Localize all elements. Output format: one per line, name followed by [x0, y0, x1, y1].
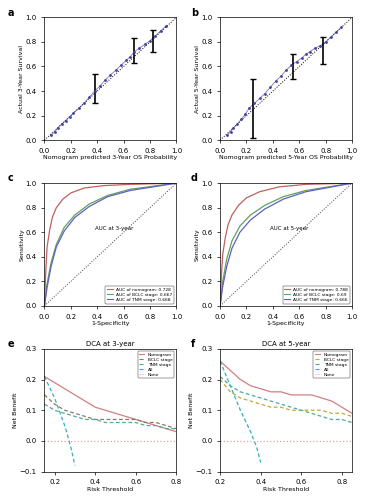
Text: e: e — [7, 339, 14, 349]
Point — [97, 82, 103, 90]
Point — [307, 48, 313, 56]
Y-axis label: Net Benefit: Net Benefit — [189, 392, 194, 428]
Point — [158, 27, 164, 35]
Point — [127, 52, 133, 60]
Y-axis label: Actual 5-Year Survival: Actual 5-Year Survival — [195, 45, 200, 112]
Text: d: d — [191, 174, 198, 184]
Point — [92, 87, 97, 95]
X-axis label: 1-Specificity: 1-Specificity — [91, 321, 130, 326]
Legend: AUC of nomogram: 0.788, AUC of BCLC stage: 0.69, AUC of TNM stage: 0.666: AUC of nomogram: 0.788, AUC of BCLC stag… — [283, 286, 350, 304]
Title: DCA at 3-year: DCA at 3-year — [86, 341, 135, 347]
Point — [152, 32, 158, 40]
Point — [147, 36, 153, 44]
Point — [303, 50, 309, 58]
Y-axis label: Actual 3-Year Survival: Actual 3-Year Survival — [19, 45, 24, 113]
Point — [48, 131, 54, 139]
Point — [67, 113, 72, 121]
Point — [238, 116, 244, 124]
Point — [257, 94, 263, 102]
X-axis label: Nomogram predicted 3-Year OS Probability: Nomogram predicted 3-Year OS Probability — [43, 155, 178, 160]
X-axis label: Risk Threshold: Risk Threshold — [263, 486, 309, 492]
X-axis label: Nomogram predicted 5-Year OS Probability: Nomogram predicted 5-Year OS Probability — [219, 155, 353, 160]
Point — [137, 44, 142, 52]
X-axis label: Risk Threshold: Risk Threshold — [87, 486, 134, 492]
Text: b: b — [191, 8, 198, 18]
Point — [63, 116, 68, 124]
Point — [242, 110, 248, 118]
Text: c: c — [7, 174, 13, 184]
Point — [123, 56, 129, 64]
Point — [108, 71, 113, 79]
Point — [273, 77, 279, 85]
Point — [113, 66, 119, 74]
Point — [246, 104, 252, 112]
Point — [142, 40, 147, 48]
Legend: AUC of nomogram: 0.728, AUC of BCLC stage: 0.667, AUC of TNM stage: 0.668: AUC of nomogram: 0.728, AUC of BCLC stag… — [105, 286, 174, 304]
Point — [228, 128, 234, 136]
Point — [251, 100, 257, 108]
Point — [294, 58, 299, 66]
Point — [59, 120, 64, 128]
Point — [278, 72, 284, 80]
X-axis label: 1-Specificity: 1-Specificity — [267, 321, 305, 326]
Y-axis label: Sensitivity: Sensitivity — [19, 228, 24, 261]
Point — [299, 54, 305, 62]
Title: DCA at 5-year: DCA at 5-year — [262, 341, 310, 347]
Point — [86, 93, 92, 101]
Legend: Nomogram, BCLC stage, TNM stage, All, None: Nomogram, BCLC stage, TNM stage, All, No… — [138, 351, 174, 378]
Point — [312, 44, 318, 52]
Point — [81, 100, 87, 108]
Point — [328, 33, 334, 41]
Point — [76, 104, 82, 112]
Text: AUC at 3-year: AUC at 3-year — [94, 226, 133, 231]
Point — [283, 66, 289, 74]
Point — [323, 38, 329, 46]
Point — [102, 76, 108, 84]
Point — [131, 48, 137, 56]
Point — [262, 90, 268, 98]
Legend: Nomogram, BCLC stage, TNM stage, All, None: Nomogram, BCLC stage, TNM stage, All, No… — [313, 351, 350, 378]
Y-axis label: Net Benefit: Net Benefit — [13, 392, 18, 428]
Y-axis label: Sensitivity: Sensitivity — [195, 228, 200, 261]
Text: f: f — [191, 339, 195, 349]
Point — [224, 131, 229, 139]
Point — [71, 109, 76, 117]
Point — [234, 120, 240, 128]
Point — [317, 42, 323, 50]
Point — [288, 62, 294, 70]
Point — [118, 62, 124, 70]
Text: AUC at 5-year: AUC at 5-year — [270, 226, 309, 231]
Point — [230, 124, 236, 132]
Point — [267, 84, 273, 92]
Point — [163, 22, 169, 30]
Point — [52, 128, 58, 136]
Point — [333, 28, 339, 36]
Text: a: a — [7, 8, 14, 18]
Point — [339, 23, 344, 31]
Point — [55, 124, 60, 132]
